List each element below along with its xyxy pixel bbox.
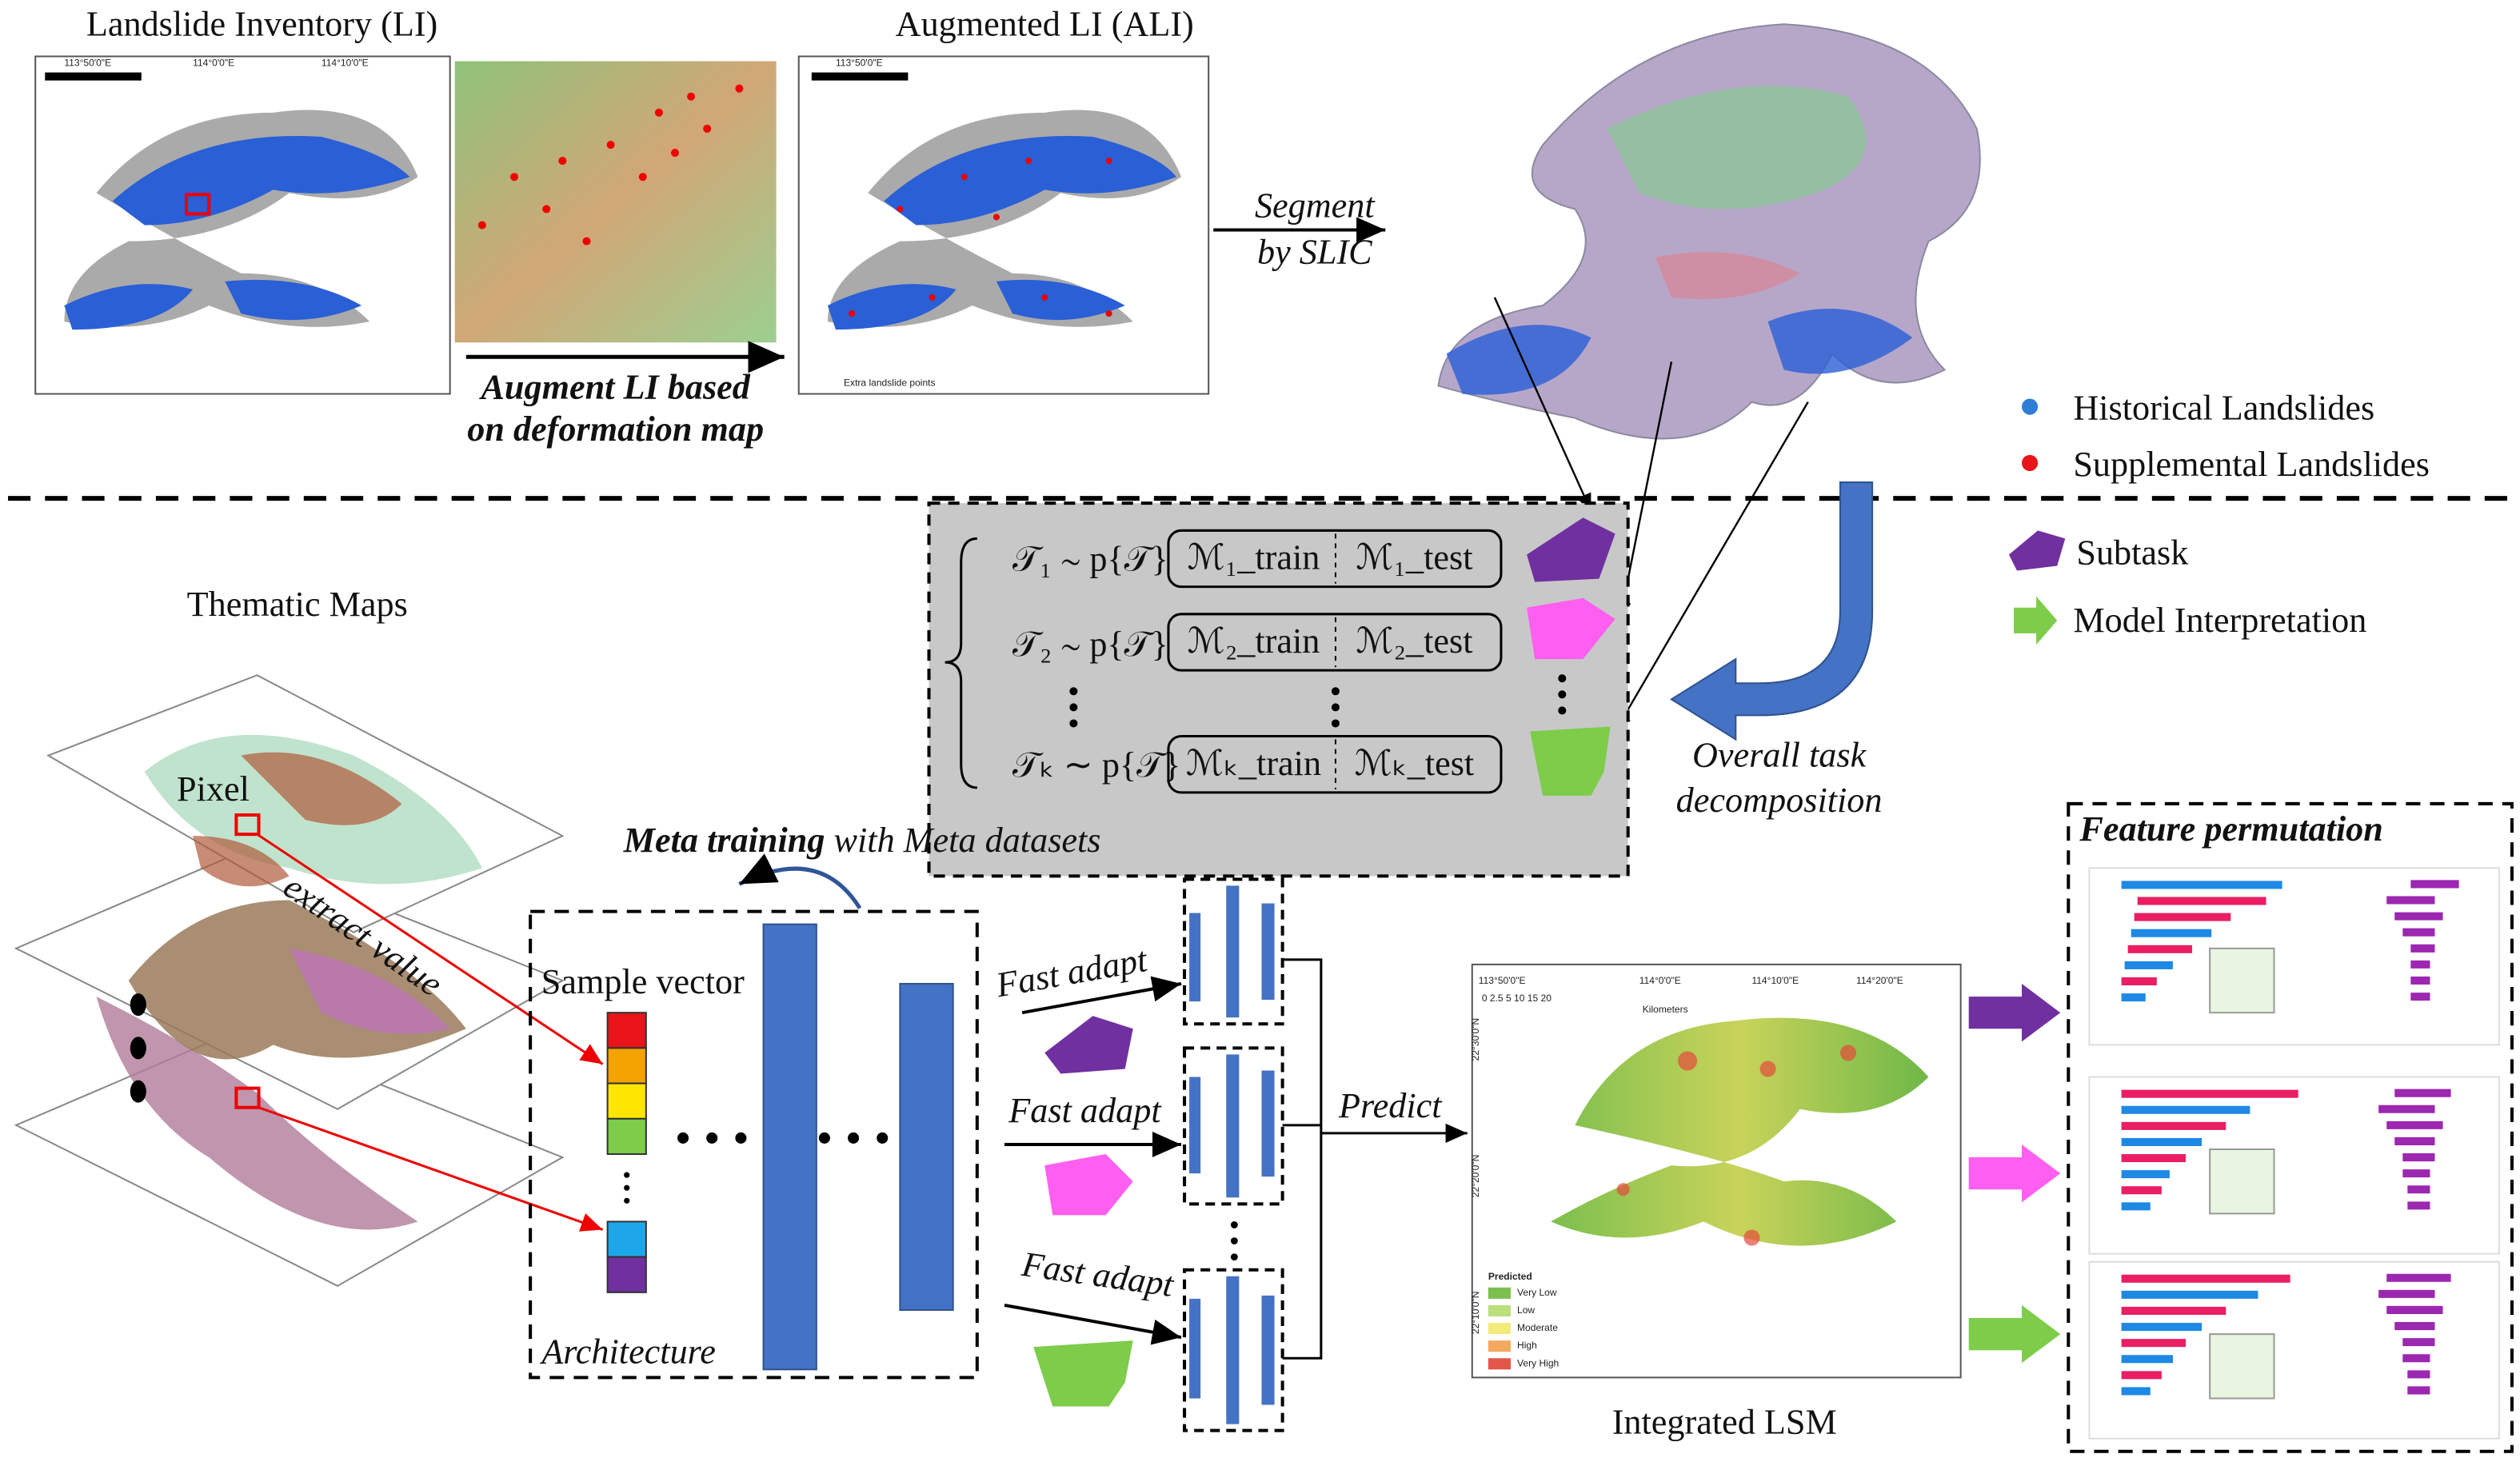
sample-label: Sample vector (541, 962, 745, 1001)
meta-loop (738, 853, 862, 909)
legend-text: Subtask (2076, 533, 2189, 573)
predict-bracket (1282, 958, 1323, 1360)
predict-label: Predict (1338, 1086, 1443, 1125)
decomposition-text: decomposition (1676, 781, 1883, 820)
task-arrow (1614, 401, 1809, 733)
feature-plots (2088, 867, 2500, 1440)
decomposition-arrow (1670, 481, 1874, 741)
task-row: 𝒯ₖ ∼ p{𝒯} ℳₖ_train ℳₖ_test (1012, 726, 1611, 796)
lat-label: 22°30'0"N (1470, 1018, 1481, 1061)
meta-rest: with Meta datasets (825, 821, 1100, 860)
legend-text: Model Interpretation (2073, 601, 2366, 640)
lsm-title: Integrated LSM (1612, 1403, 1837, 1442)
brace (945, 537, 977, 789)
lsm-class: Moderate (1517, 1322, 1558, 1333)
task-label: 𝒯ₖ ∼ p{𝒯} (1012, 745, 1180, 785)
segment-text: by SLIC (1257, 233, 1372, 272)
adapt-arrow (1021, 976, 1182, 1015)
legend-text: Historical Landslides (2073, 389, 2374, 428)
task-arrow (1493, 297, 1592, 512)
layer-dots (677, 1132, 889, 1144)
interp-arrow (1968, 1304, 2061, 1364)
sample-vector (606, 1012, 647, 1293)
pixel-box (234, 1086, 261, 1109)
slic-map (1437, 23, 1981, 440)
test-label: ℳ₂_test (1356, 621, 1473, 661)
lsm-class: Low (1517, 1304, 1535, 1316)
lon-label: 114°20'0"E (1856, 975, 1903, 986)
meta-training: Meta training with Meta datasets (623, 821, 1101, 860)
stack-dots (130, 993, 146, 1103)
adapt-label: Fast adapt (1019, 1244, 1177, 1304)
layer (762, 923, 817, 1371)
lon-label: 114°0'0"E (1639, 975, 1681, 986)
scale-label: 0 2.5 5 10 15 20 (1482, 993, 1552, 1004)
lsm-class: Very Low (1517, 1287, 1557, 1298)
extra-label: Extra landslide points (844, 377, 936, 388)
augment-text: Augment LI based (478, 368, 750, 407)
extract-arrow (256, 833, 604, 1065)
lsm-class: High (1517, 1340, 1537, 1351)
pixel-label: Pixel (177, 769, 250, 809)
lat-label: 22°20'0"N (1470, 1155, 1481, 1198)
lsm-class: Very High (1517, 1357, 1559, 1368)
thematic-stack (14, 674, 565, 1287)
feature-box (2067, 801, 2514, 1453)
lsm-map: 113°50'0"E 114°0'0"E 114°10'0"E 114°20'0… (1470, 963, 1962, 1379)
historical-dot (2022, 398, 2039, 415)
architecture-label: Architecture (539, 1332, 716, 1371)
lsm-legend-title: Predicted (1488, 1271, 1532, 1282)
layer (899, 983, 954, 1311)
task-row: 𝒯₁ ∼ p{𝒯} ℳ₁_train ℳ₁_test (1012, 517, 1615, 589)
ali-map: 113°50'0"E Extra landslide points (797, 55, 1210, 395)
adapt-arrow (1004, 1303, 1182, 1345)
subtask-icon (2008, 530, 2066, 571)
task-row: 𝒯₂ ∼ p{𝒯} ℳ₂_train ℳ₂_test (1012, 597, 1615, 672)
interpretation-icon (2013, 596, 2058, 645)
task-label: 𝒯₂ ∼ p{𝒯} (1012, 625, 1168, 664)
architecture-box (529, 909, 979, 1380)
feature-title: Feature permutation (2079, 809, 2382, 849)
li-map: 113°50'0"E 114°0'0"E 114°10'0"E (34, 55, 451, 395)
adapt-label: Fast adapt (992, 940, 1152, 1005)
interp-arrow (1968, 984, 2061, 1042)
lon-label: 114°0'0"E (193, 58, 234, 69)
test-label: ℳₖ_test (1355, 744, 1475, 783)
ali-title: Augmented LI (ALI) (896, 4, 1194, 43)
legend-text: Supplemental Landslides (2073, 445, 2430, 484)
segment-text: Segment (1255, 186, 1376, 225)
zoom-image (454, 61, 777, 343)
supplemental-dot (2022, 454, 2039, 471)
decomposition-text: Overall task (1692, 736, 1867, 775)
pixel-box (234, 813, 261, 837)
subtask-shape (1044, 1154, 1133, 1216)
adapted-nets (1183, 877, 1284, 1432)
lon-label: 113°50'0"E (836, 58, 883, 69)
units-label: Kilometers (1643, 1004, 1688, 1015)
subtask-shape (1033, 1340, 1133, 1407)
meta-box (927, 501, 1630, 878)
test-label: ℳ₁_test (1356, 538, 1473, 577)
li-title: Landslide Inventory (LI) (86, 4, 437, 43)
task-label: 𝒯₁ ∼ p{𝒯} (1012, 540, 1168, 579)
thematic-title: Thematic Maps (187, 585, 408, 624)
lon-label: 113°50'0"E (1479, 975, 1526, 986)
train-label: ℳ₂_train (1188, 621, 1320, 661)
lon-label: 114°10'0"E (321, 58, 369, 69)
lon-label: 114°10'0"E (1751, 975, 1799, 986)
train-label: ℳₖ_train (1186, 744, 1321, 783)
extract-arrow (258, 1106, 604, 1232)
subtask-shape (1044, 1016, 1133, 1074)
meta-bold: Meta training (623, 821, 825, 860)
augment-text: on deformation map (467, 409, 764, 449)
interp-arrow (1968, 1144, 2061, 1203)
adapt-label: Fast adapt (1008, 1091, 1162, 1130)
train-label: ℳ₁_train (1188, 538, 1320, 577)
lon-label: 113°50'0"E (64, 58, 111, 69)
lat-label: 22°10'0"N (1470, 1292, 1481, 1335)
ellipsis (1069, 674, 1567, 728)
